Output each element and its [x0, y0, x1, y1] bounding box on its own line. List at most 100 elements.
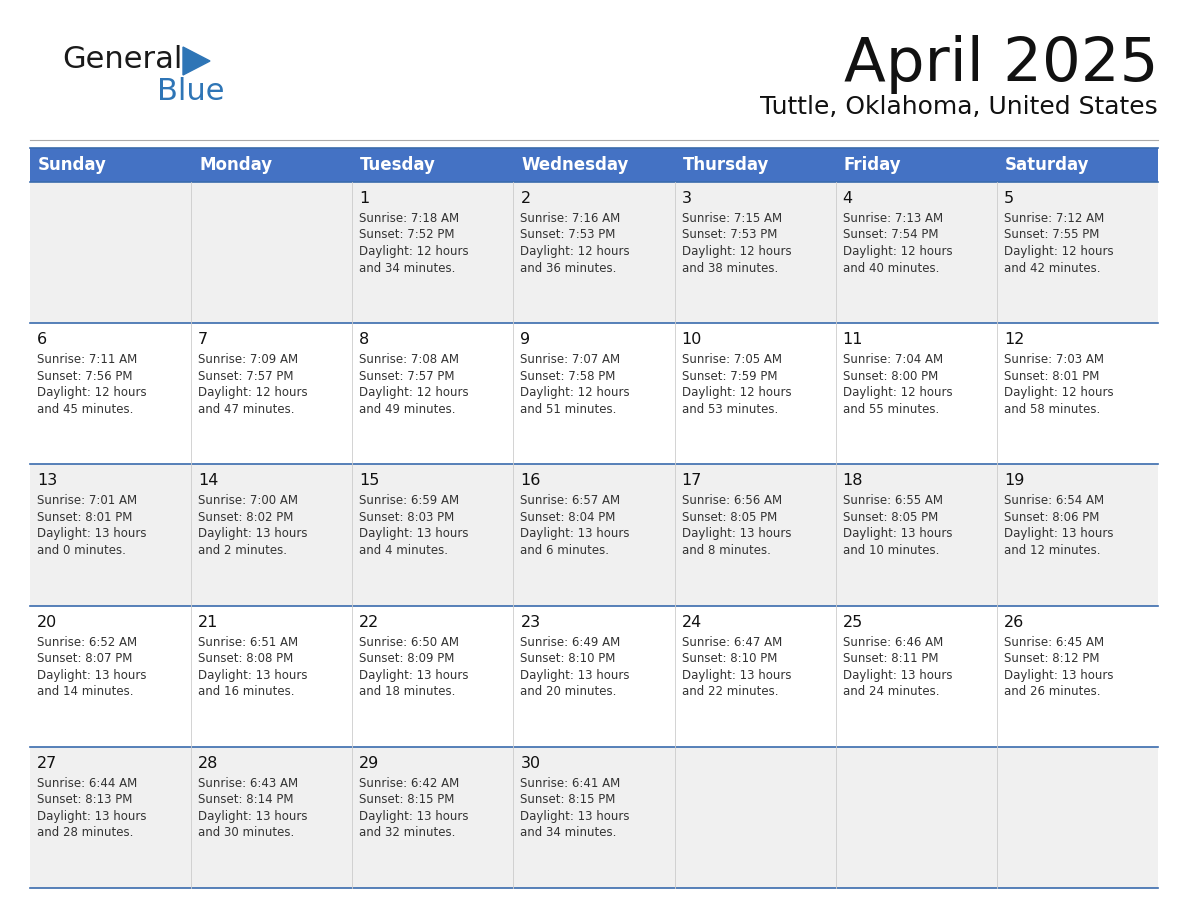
- Text: and 42 minutes.: and 42 minutes.: [1004, 262, 1100, 274]
- Text: Sunset: 8:10 PM: Sunset: 8:10 PM: [520, 652, 615, 666]
- Text: Daylight: 12 hours: Daylight: 12 hours: [520, 245, 630, 258]
- Text: Sunset: 8:11 PM: Sunset: 8:11 PM: [842, 652, 939, 666]
- Text: 22: 22: [359, 614, 379, 630]
- Text: 17: 17: [682, 474, 702, 488]
- Text: Sunrise: 7:04 AM: Sunrise: 7:04 AM: [842, 353, 943, 366]
- Text: 24: 24: [682, 614, 702, 630]
- Text: Sunset: 7:52 PM: Sunset: 7:52 PM: [359, 229, 455, 241]
- Text: Sunset: 8:02 PM: Sunset: 8:02 PM: [198, 511, 293, 524]
- Text: and 30 minutes.: and 30 minutes.: [198, 826, 295, 839]
- Polygon shape: [183, 47, 210, 75]
- Text: Daylight: 12 hours: Daylight: 12 hours: [1004, 386, 1113, 399]
- Text: Daylight: 13 hours: Daylight: 13 hours: [520, 668, 630, 681]
- Text: Tuttle, Oklahoma, United States: Tuttle, Oklahoma, United States: [760, 95, 1158, 119]
- Text: Sunset: 8:13 PM: Sunset: 8:13 PM: [37, 793, 132, 806]
- Text: and 12 minutes.: and 12 minutes.: [1004, 543, 1100, 557]
- Text: Sunset: 7:56 PM: Sunset: 7:56 PM: [37, 370, 133, 383]
- Text: Sunrise: 6:46 AM: Sunrise: 6:46 AM: [842, 635, 943, 649]
- Text: and 26 minutes.: and 26 minutes.: [1004, 685, 1100, 698]
- Text: 29: 29: [359, 756, 379, 771]
- Bar: [30, 323, 1158, 465]
- Text: Monday: Monday: [200, 156, 272, 174]
- Text: Sunrise: 6:44 AM: Sunrise: 6:44 AM: [37, 777, 138, 789]
- Text: and 53 minutes.: and 53 minutes.: [682, 403, 778, 416]
- Bar: [30, 148, 1158, 182]
- Text: Daylight: 12 hours: Daylight: 12 hours: [1004, 245, 1113, 258]
- Text: Sunset: 7:55 PM: Sunset: 7:55 PM: [1004, 229, 1099, 241]
- Text: Sunrise: 7:00 AM: Sunrise: 7:00 AM: [198, 495, 298, 508]
- Text: and 34 minutes.: and 34 minutes.: [520, 826, 617, 839]
- Text: Daylight: 13 hours: Daylight: 13 hours: [37, 668, 146, 681]
- Text: 25: 25: [842, 614, 862, 630]
- Text: and 34 minutes.: and 34 minutes.: [359, 262, 456, 274]
- Text: 4: 4: [842, 191, 853, 206]
- Text: Sunrise: 7:08 AM: Sunrise: 7:08 AM: [359, 353, 460, 366]
- Text: Sunset: 7:54 PM: Sunset: 7:54 PM: [842, 229, 939, 241]
- Text: Sunrise: 6:41 AM: Sunrise: 6:41 AM: [520, 777, 620, 789]
- Text: Sunset: 8:05 PM: Sunset: 8:05 PM: [842, 511, 939, 524]
- Text: and 2 minutes.: and 2 minutes.: [198, 543, 287, 557]
- Text: 23: 23: [520, 614, 541, 630]
- Text: Sunset: 8:15 PM: Sunset: 8:15 PM: [359, 793, 455, 806]
- Text: Daylight: 13 hours: Daylight: 13 hours: [520, 528, 630, 541]
- Text: Saturday: Saturday: [1005, 156, 1089, 174]
- Text: Sunday: Sunday: [38, 156, 107, 174]
- Text: Daylight: 13 hours: Daylight: 13 hours: [1004, 668, 1113, 681]
- Text: and 51 minutes.: and 51 minutes.: [520, 403, 617, 416]
- Text: Daylight: 12 hours: Daylight: 12 hours: [359, 245, 469, 258]
- Text: Sunrise: 7:09 AM: Sunrise: 7:09 AM: [198, 353, 298, 366]
- Text: Daylight: 12 hours: Daylight: 12 hours: [842, 386, 953, 399]
- Text: and 36 minutes.: and 36 minutes.: [520, 262, 617, 274]
- Text: and 28 minutes.: and 28 minutes.: [37, 826, 133, 839]
- Text: and 55 minutes.: and 55 minutes.: [842, 403, 939, 416]
- Text: and 0 minutes.: and 0 minutes.: [37, 543, 126, 557]
- Text: and 45 minutes.: and 45 minutes.: [37, 403, 133, 416]
- Text: Daylight: 12 hours: Daylight: 12 hours: [520, 386, 630, 399]
- Text: 9: 9: [520, 332, 531, 347]
- Text: Sunrise: 6:47 AM: Sunrise: 6:47 AM: [682, 635, 782, 649]
- Text: Daylight: 13 hours: Daylight: 13 hours: [359, 528, 469, 541]
- Text: Daylight: 13 hours: Daylight: 13 hours: [842, 528, 953, 541]
- Text: Sunset: 7:59 PM: Sunset: 7:59 PM: [682, 370, 777, 383]
- Text: Daylight: 13 hours: Daylight: 13 hours: [359, 810, 469, 823]
- Text: 11: 11: [842, 332, 864, 347]
- Text: Sunset: 7:57 PM: Sunset: 7:57 PM: [359, 370, 455, 383]
- Text: Sunrise: 7:13 AM: Sunrise: 7:13 AM: [842, 212, 943, 225]
- Text: 21: 21: [198, 614, 219, 630]
- Text: Sunrise: 6:56 AM: Sunrise: 6:56 AM: [682, 495, 782, 508]
- Text: 26: 26: [1004, 614, 1024, 630]
- Text: 10: 10: [682, 332, 702, 347]
- Text: Sunrise: 7:05 AM: Sunrise: 7:05 AM: [682, 353, 782, 366]
- Text: 28: 28: [198, 756, 219, 771]
- Text: Sunset: 8:14 PM: Sunset: 8:14 PM: [198, 793, 293, 806]
- Text: Sunset: 8:00 PM: Sunset: 8:00 PM: [842, 370, 939, 383]
- Text: Sunrise: 7:12 AM: Sunrise: 7:12 AM: [1004, 212, 1104, 225]
- Text: April 2025: April 2025: [843, 35, 1158, 94]
- Text: Daylight: 13 hours: Daylight: 13 hours: [198, 528, 308, 541]
- Text: Daylight: 12 hours: Daylight: 12 hours: [198, 386, 308, 399]
- Text: Sunset: 8:03 PM: Sunset: 8:03 PM: [359, 511, 455, 524]
- Text: Sunrise: 7:07 AM: Sunrise: 7:07 AM: [520, 353, 620, 366]
- Text: Sunrise: 6:59 AM: Sunrise: 6:59 AM: [359, 495, 460, 508]
- Text: 30: 30: [520, 756, 541, 771]
- Text: Sunrise: 6:49 AM: Sunrise: 6:49 AM: [520, 635, 620, 649]
- Text: Wednesday: Wednesday: [522, 156, 628, 174]
- Text: and 49 minutes.: and 49 minutes.: [359, 403, 456, 416]
- Text: 27: 27: [37, 756, 57, 771]
- Text: and 16 minutes.: and 16 minutes.: [198, 685, 295, 698]
- Text: Sunset: 8:05 PM: Sunset: 8:05 PM: [682, 511, 777, 524]
- Text: 12: 12: [1004, 332, 1024, 347]
- Text: Sunset: 7:58 PM: Sunset: 7:58 PM: [520, 370, 615, 383]
- Text: Daylight: 12 hours: Daylight: 12 hours: [37, 386, 146, 399]
- Text: Sunrise: 7:16 AM: Sunrise: 7:16 AM: [520, 212, 620, 225]
- Text: and 14 minutes.: and 14 minutes.: [37, 685, 133, 698]
- Text: Sunrise: 7:15 AM: Sunrise: 7:15 AM: [682, 212, 782, 225]
- Text: Sunset: 8:08 PM: Sunset: 8:08 PM: [198, 652, 293, 666]
- Text: Sunset: 8:06 PM: Sunset: 8:06 PM: [1004, 511, 1099, 524]
- Text: 15: 15: [359, 474, 380, 488]
- Text: Daylight: 12 hours: Daylight: 12 hours: [359, 386, 469, 399]
- Text: General: General: [62, 45, 183, 74]
- Text: Daylight: 13 hours: Daylight: 13 hours: [1004, 528, 1113, 541]
- Text: 2: 2: [520, 191, 531, 206]
- Text: Sunrise: 6:42 AM: Sunrise: 6:42 AM: [359, 777, 460, 789]
